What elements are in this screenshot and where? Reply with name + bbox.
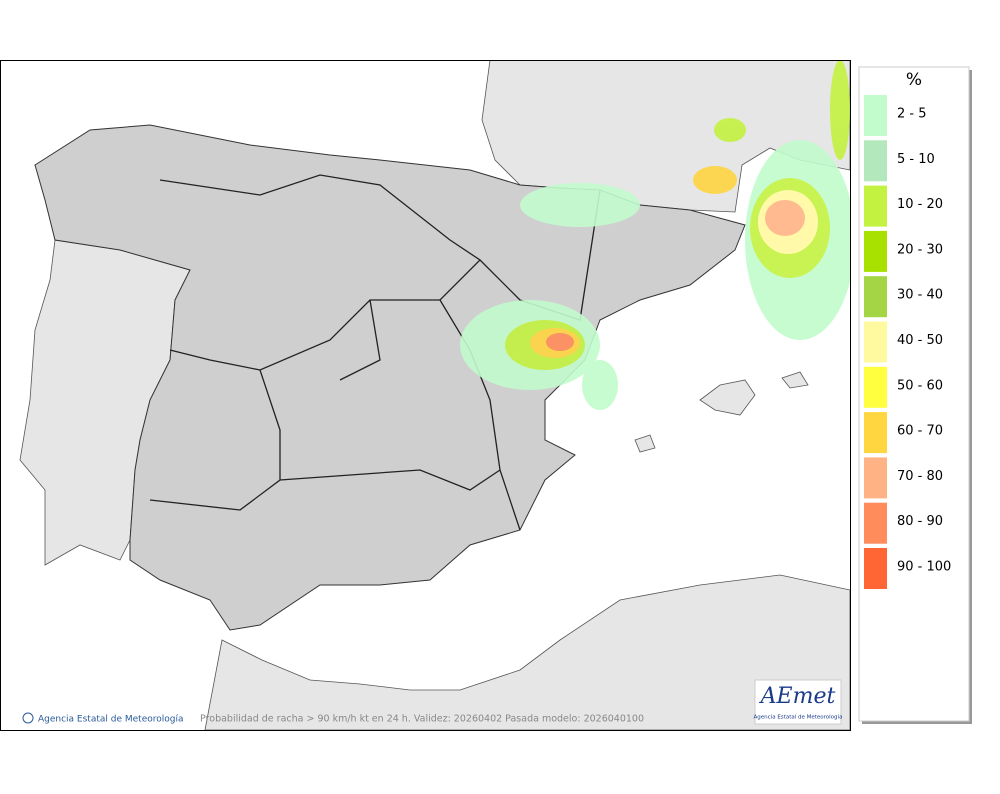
legend-swatch [864,321,887,363]
legend-label: 2 - 5 [897,107,927,122]
legend-items: 2 - 5 5 - 10 10 - 20 20 - 30 30 - 40 40 - 50 5… [864,95,951,589]
logo-name: AEmet [759,684,836,709]
balearic-islands [634,371,809,453]
legend-label: 40 - 50 [897,333,943,348]
legend-label: 5 - 10 [897,152,935,167]
map [1,61,850,730]
legend-label: 50 - 60 [897,378,943,393]
legend-swatch [864,185,887,227]
legend-swatch [864,457,887,499]
legend-swatch [864,548,887,589]
probability-areas [460,61,850,410]
legend-label: 80 - 90 [897,514,943,529]
map-frame [0,60,851,731]
legend-label: 90 - 100 [897,560,951,575]
legend-swatch [864,140,887,182]
legend-swatch [864,412,887,454]
legend-swatch [864,95,887,136]
legend-title: % [906,70,922,90]
legend-swatch [864,502,887,544]
credit: Agencia Estatal de Meteorología [38,715,184,725]
legend-swatch [864,276,887,318]
logo-subtitle: Agencia Estatal de Meteorología [754,714,843,721]
legend-swatch [864,230,887,272]
legend-label: 70 - 80 [897,469,943,484]
spain [34,124,746,631]
africa [204,574,850,730]
legend-label: 20 - 30 [897,242,943,257]
caption: Probabilidad de racha > 90 km/h kt en 24… [200,714,644,725]
legend-swatch [864,366,887,408]
legend-label: 60 - 70 [897,424,943,439]
logo-box [754,679,842,725]
copyright-icon [22,712,34,724]
legend-label: 10 - 20 [897,197,943,212]
legend-label: 30 - 40 [897,288,943,303]
